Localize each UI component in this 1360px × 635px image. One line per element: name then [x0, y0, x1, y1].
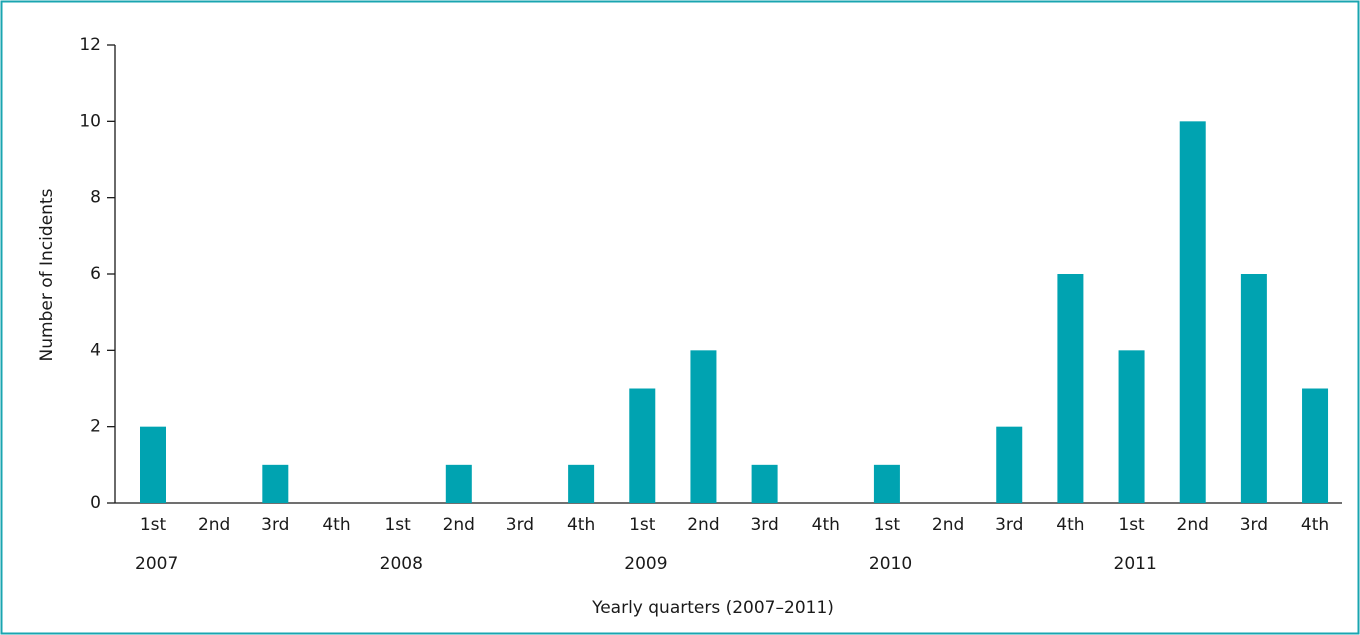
x-tick-label: 4th [812, 515, 840, 535]
y-tick-label: 6 [90, 264, 101, 284]
bar [1057, 274, 1084, 503]
year-label: 2007 [135, 554, 178, 574]
x-tick-label: 1st [140, 515, 167, 535]
bar [1179, 121, 1206, 503]
bar [568, 464, 595, 503]
bar [690, 350, 717, 503]
bar [262, 464, 289, 503]
year-label: 2008 [380, 554, 423, 574]
y-tick-label: 2 [90, 417, 101, 437]
bar [1240, 274, 1267, 503]
x-tick-label: 1st [629, 515, 656, 535]
x-tick-label: 1st [1118, 515, 1145, 535]
x-tick-label: 4th [1301, 515, 1329, 535]
bar [445, 464, 472, 503]
x-axis-title: Yearly quarters (2007–2011) [591, 598, 834, 618]
x-tick-label: 1st [384, 515, 411, 535]
y-tick-label: 4 [90, 340, 101, 360]
x-tick-label: 3rd [995, 515, 1023, 535]
x-tick-label: 4th [1056, 515, 1084, 535]
year-label: 2009 [624, 554, 667, 574]
x-tick-label: 2nd [1177, 515, 1209, 535]
year-label: 2011 [1114, 554, 1157, 574]
bar [140, 426, 166, 503]
x-tick-label: 3rd [1240, 515, 1268, 535]
x-tick-label: 2nd [443, 515, 475, 535]
bar [629, 388, 656, 503]
x-tick-label: 3rd [750, 515, 778, 535]
y-tick-label: 8 [90, 188, 101, 208]
x-tick-label: 4th [322, 515, 350, 535]
bar [1118, 350, 1145, 503]
y-tick-label: 0 [90, 493, 101, 513]
year-label: 2010 [869, 554, 912, 574]
y-tick-label: 10 [79, 111, 101, 131]
bar [1302, 388, 1329, 503]
x-tick-label: 2nd [687, 515, 719, 535]
x-tick-label: 4th [567, 515, 595, 535]
x-tick-label: 1st [874, 515, 901, 535]
bar [996, 426, 1023, 503]
x-tick-label: 2nd [932, 515, 964, 535]
x-tick-label: 3rd [261, 515, 289, 535]
y-tick-label: 12 [79, 35, 101, 55]
bar [751, 464, 778, 503]
bar [873, 464, 900, 503]
y-axis-title: Number of Incidents [37, 188, 57, 361]
x-tick-label: 3rd [506, 515, 534, 535]
x-tick-label: 2nd [198, 515, 230, 535]
